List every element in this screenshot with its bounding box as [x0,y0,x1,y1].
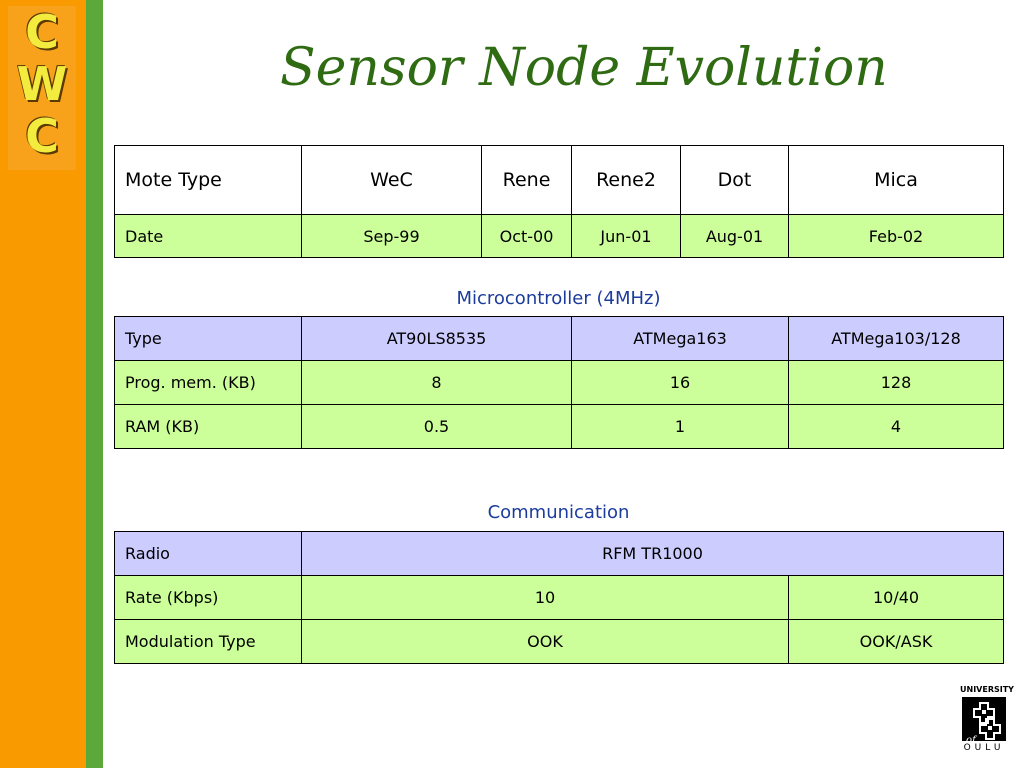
table-cell: 128 [788,360,1004,405]
table-cell: Modulation Type [114,619,302,664]
table-cell: 8 [301,360,572,405]
table-cell: 0.5 [301,404,572,449]
table-row: Modulation Type OOK OOK/ASK [114,619,1005,664]
sidebar-stripe [86,0,103,768]
table-row: RAM (KB) 0.5 1 4 [114,404,1004,449]
cwc-logo: C W C [8,6,76,170]
table-row: Rate (Kbps) 10 10/40 [114,575,1005,620]
table-cell: RFM TR1000 [300,531,1005,576]
university-emblem-graphic [973,702,1001,740]
table-row: Prog. mem. (KB) 8 16 128 [114,360,1004,405]
table-cell: 1 [571,404,789,449]
table-cell: ATMega163 [571,316,789,361]
table-cell: Rate (Kbps) [114,575,302,620]
communication-section-title: Communication [487,502,630,523]
table-cell: Radio [114,531,302,576]
university-logo: UNIVERSITY of OULU [960,685,1014,755]
header-cell: Rene [481,145,572,215]
header-cell: Mote Type [114,145,302,215]
communication-table: Radio RFM TR1000 Rate (Kbps) 10 10/40 Mo… [114,531,1005,664]
header-cell: Mica [788,145,1004,215]
date-row: Date Sep-99 Oct-00 Jun-01 Aug-01 Feb-02 [114,214,1004,258]
table-cell: Prog. mem. (KB) [114,360,302,405]
table-row: Type AT90LS8535 ATMega163 ATMega103/128 [114,316,1004,361]
university-logo-of-text: of [966,735,976,746]
logo-letter: C [25,5,59,59]
table-cell: 10 [301,575,789,620]
university-logo-top-text: UNIVERSITY [960,685,1014,694]
header-cell: Rene2 [571,145,681,215]
table-cell: Aug-01 [680,214,789,258]
table-cell: Type [114,316,302,361]
logo-letter: C [25,109,59,163]
table-cell: OOK [301,619,789,664]
table-cell: Date [114,214,302,258]
university-logo-bottom-text: OULU [963,743,1005,753]
table-cell: AT90LS8535 [301,316,572,361]
table-cell: OOK/ASK [787,619,1005,664]
table-cell: Sep-99 [301,214,482,258]
table-cell: 10/40 [787,575,1005,620]
microcontroller-table: Type AT90LS8535 ATMega163 ATMega103/128 … [114,316,1004,449]
logo-letter: W [16,57,68,111]
table-cell: Feb-02 [788,214,1004,258]
table-cell: Oct-00 [481,214,572,258]
university-emblem-icon: of [962,697,1006,746]
table-cell: 16 [571,360,789,405]
mote-header-row: Mote Type WeC Rene Rene2 Dot Mica [114,145,1004,215]
table-cell: Jun-01 [571,214,681,258]
table-cell: ATMega103/128 [788,316,1004,361]
radio-row: Radio RFM TR1000 [114,531,1005,576]
header-cell: WeC [301,145,482,215]
slide-title: Sensor Node Evolution [280,38,888,98]
table-cell: 4 [788,404,1004,449]
table-cell: RAM (KB) [114,404,302,449]
mote-table: Mote Type WeC Rene Rene2 Dot Mica Date S… [114,145,1004,258]
header-cell: Dot [680,145,789,215]
microcontroller-section-title: Microcontroller (4MHz) [456,288,661,309]
